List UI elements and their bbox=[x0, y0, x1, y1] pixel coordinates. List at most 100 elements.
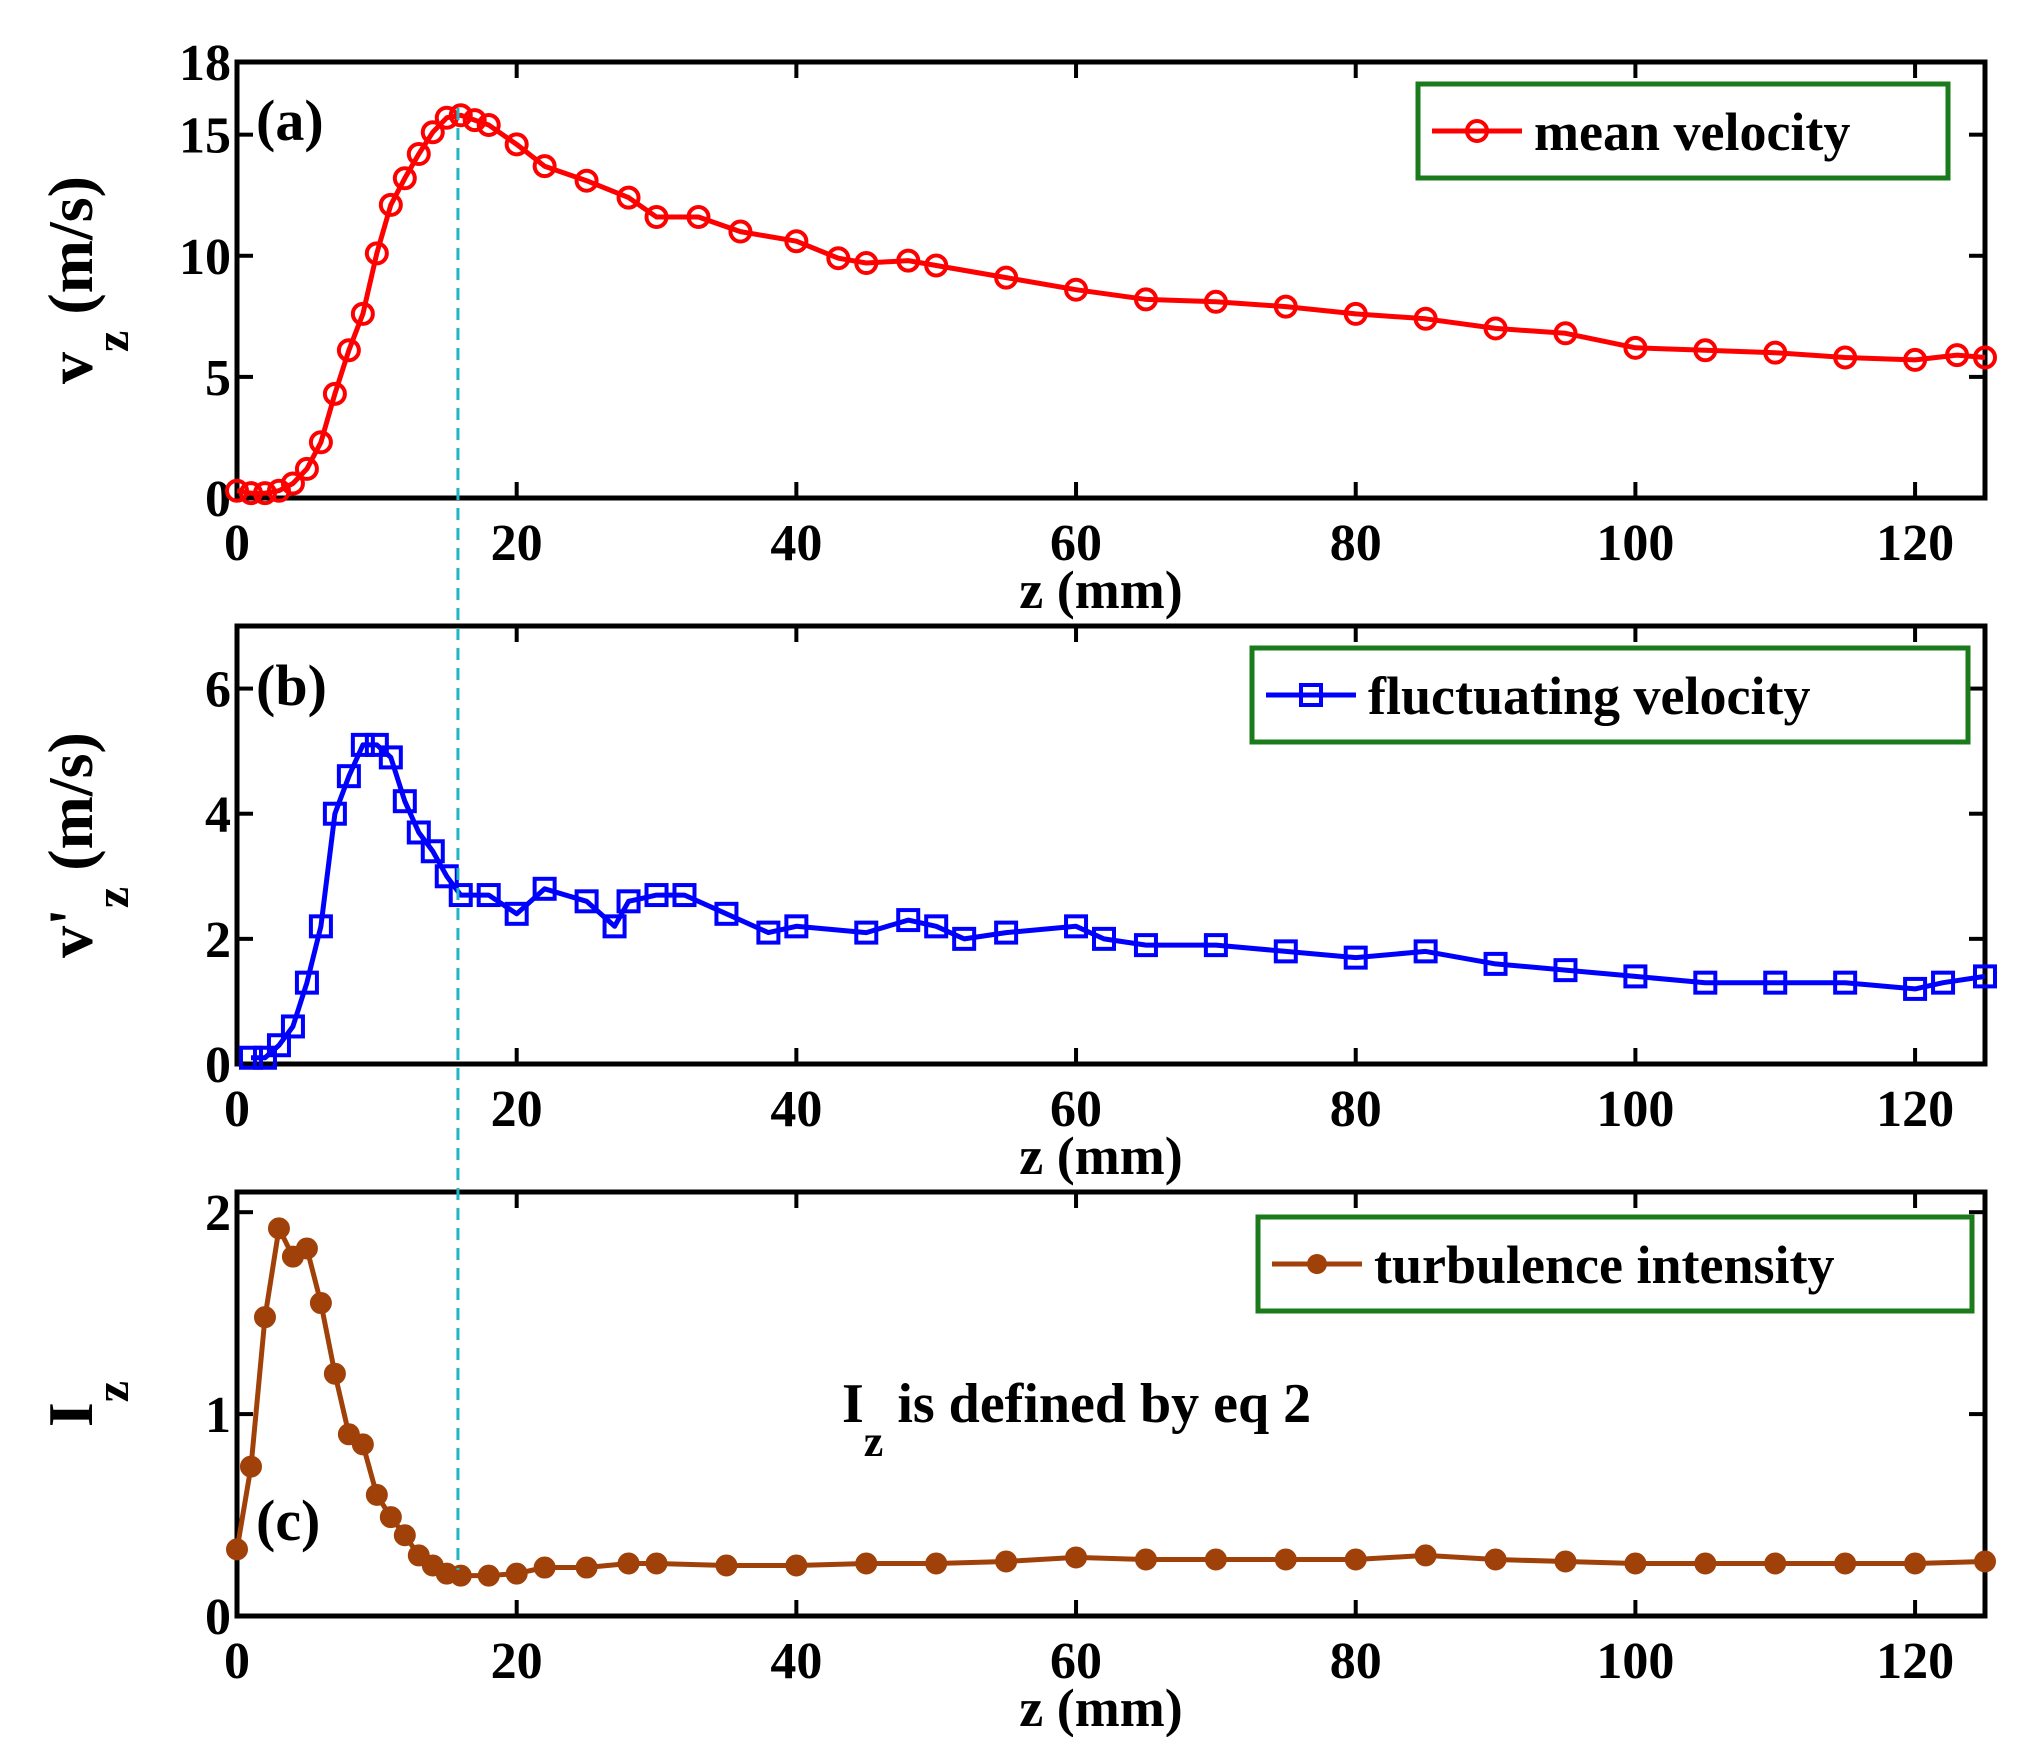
data-point bbox=[1133, 287, 1158, 312]
data-point bbox=[1834, 1552, 1857, 1575]
y-axis-label: vz (m/s) bbox=[35, 176, 139, 384]
x-tick-label: 40 bbox=[770, 1081, 822, 1138]
series-line bbox=[236, 112, 1986, 496]
data-point bbox=[616, 185, 641, 210]
plot-frame bbox=[234, 623, 1988, 1067]
x-tick-label: 40 bbox=[770, 515, 822, 572]
data-point bbox=[784, 914, 809, 939]
data-point bbox=[238, 481, 263, 506]
x-tick-label: 120 bbox=[1876, 1081, 1954, 1138]
data-point bbox=[378, 192, 403, 217]
data-point bbox=[267, 1217, 290, 1240]
y-tick-label: 4 bbox=[205, 787, 231, 844]
legend: turbulence intensity bbox=[1255, 1214, 1975, 1314]
x-tick-label: 100 bbox=[1596, 1081, 1674, 1138]
x-tick-label: 80 bbox=[1330, 1633, 1382, 1690]
data-point bbox=[336, 764, 361, 789]
data-point bbox=[1554, 1550, 1577, 1573]
x-tick-label: 20 bbox=[491, 1633, 543, 1690]
panel-tag: (b) bbox=[256, 653, 327, 718]
data-point bbox=[994, 920, 1019, 945]
data-point bbox=[295, 1237, 318, 1260]
panel-tag: (a) bbox=[256, 88, 324, 153]
data-point bbox=[1483, 951, 1508, 976]
x-tick-label: 80 bbox=[1330, 515, 1382, 572]
data-point bbox=[1344, 1548, 1367, 1571]
data-point bbox=[1484, 1548, 1507, 1571]
series-line bbox=[234, 1225, 1986, 1579]
data-point bbox=[686, 205, 711, 230]
y-axis-label-main: I bbox=[35, 1402, 106, 1427]
data-point bbox=[785, 1554, 808, 1577]
data-point bbox=[826, 246, 851, 271]
data-point bbox=[672, 883, 697, 908]
x-tick-label: 0 bbox=[224, 1081, 250, 1138]
data-point bbox=[925, 1552, 948, 1575]
data-point bbox=[1483, 316, 1508, 341]
data-point bbox=[1973, 345, 1997, 370]
data-point bbox=[406, 142, 431, 167]
data-point bbox=[714, 901, 739, 926]
data-point bbox=[1343, 301, 1368, 326]
data-point bbox=[364, 732, 389, 757]
data-point bbox=[420, 839, 445, 864]
panel-c: 0 20 40 60 80 100 120 0 1 2 z (mm) Iz (c) turbulence … bbox=[35, 1185, 1996, 1737]
x-tick-label: 120 bbox=[1876, 515, 1954, 572]
data-point bbox=[294, 970, 319, 995]
data-point bbox=[449, 1564, 472, 1587]
panel-tag: (c) bbox=[256, 1488, 320, 1553]
y-axis-label-units: (m/s) bbox=[35, 176, 106, 331]
annotation-rest: is defined by eq 2 bbox=[883, 1373, 1311, 1435]
data-point bbox=[308, 914, 333, 939]
data-point bbox=[448, 103, 473, 128]
x-tick-label: 100 bbox=[1596, 1633, 1674, 1690]
data-point bbox=[225, 478, 249, 503]
legend-marker bbox=[1299, 683, 1323, 707]
y-tick-label: 10 bbox=[179, 229, 231, 286]
data-point bbox=[1343, 945, 1368, 970]
annotation-main: I bbox=[842, 1373, 864, 1435]
y-tick-label: 2 bbox=[205, 1185, 231, 1242]
data-point bbox=[617, 1552, 640, 1575]
data-point bbox=[854, 920, 879, 945]
data-point bbox=[1414, 1544, 1437, 1567]
data-point bbox=[756, 920, 781, 945]
x-tick-label: 20 bbox=[491, 1081, 543, 1138]
data-point bbox=[854, 251, 879, 276]
data-point bbox=[364, 241, 389, 266]
data-point bbox=[1693, 970, 1718, 995]
data-point bbox=[1623, 964, 1648, 989]
data-point bbox=[1694, 1552, 1717, 1575]
y-axis-label-sub: z bbox=[86, 1381, 139, 1402]
data-point bbox=[1065, 1546, 1088, 1569]
data-point bbox=[238, 1045, 263, 1070]
y-tick-label: 0 bbox=[205, 1589, 231, 1646]
legend: mean velocity bbox=[1415, 81, 1951, 181]
data-point bbox=[1931, 970, 1956, 995]
data-point bbox=[1203, 289, 1228, 314]
data-point bbox=[505, 1562, 528, 1585]
y-axis-label-sub: z bbox=[86, 331, 139, 352]
y-axis-label: v'z (m/s) bbox=[35, 732, 139, 958]
y-tick-label: 5 bbox=[205, 350, 231, 407]
y-axis-label-main: v bbox=[35, 926, 106, 958]
data-point bbox=[308, 430, 333, 455]
data-point bbox=[952, 926, 977, 951]
data-point bbox=[644, 883, 669, 908]
data-point bbox=[406, 820, 431, 845]
data-point bbox=[504, 132, 529, 157]
y-tick-label: 2 bbox=[205, 912, 231, 969]
data-point bbox=[378, 745, 403, 770]
data-point bbox=[645, 1552, 668, 1575]
x-tick-label: 60 bbox=[1050, 1633, 1102, 1690]
data-point bbox=[504, 901, 529, 926]
data-point bbox=[322, 801, 347, 826]
data-point bbox=[1763, 340, 1788, 365]
plot-frame bbox=[234, 59, 1988, 501]
data-point bbox=[575, 1556, 598, 1579]
x-tick-label: 60 bbox=[1050, 1081, 1102, 1138]
y-axis-label-prime: ' bbox=[35, 908, 106, 926]
data-point bbox=[477, 1564, 500, 1587]
data-point bbox=[1064, 914, 1089, 939]
data-point bbox=[393, 1524, 416, 1547]
